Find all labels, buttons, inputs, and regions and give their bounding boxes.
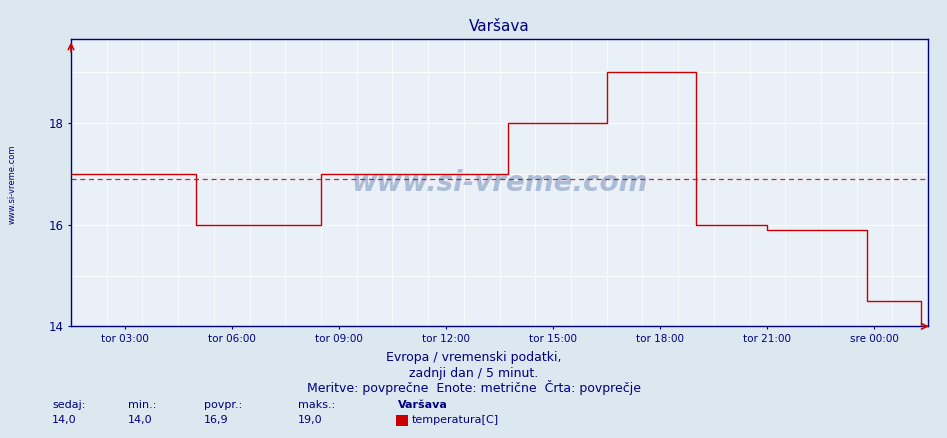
Text: Evropa / vremenski podatki,: Evropa / vremenski podatki, xyxy=(385,351,562,364)
Text: sedaj:: sedaj: xyxy=(52,400,85,410)
Text: maks.:: maks.: xyxy=(298,400,335,410)
Title: Varšava: Varšava xyxy=(469,19,530,34)
Text: 16,9: 16,9 xyxy=(204,415,228,425)
Text: 14,0: 14,0 xyxy=(52,415,77,425)
Text: povpr.:: povpr.: xyxy=(204,400,241,410)
Text: temperatura[C]: temperatura[C] xyxy=(412,415,499,425)
Text: Varšava: Varšava xyxy=(398,400,448,410)
Text: min.:: min.: xyxy=(128,400,156,410)
Text: zadnji dan / 5 minut.: zadnji dan / 5 minut. xyxy=(409,367,538,380)
Text: 19,0: 19,0 xyxy=(298,415,323,425)
Text: www.si-vreme.com: www.si-vreme.com xyxy=(351,169,648,197)
Text: 14,0: 14,0 xyxy=(128,415,152,425)
Text: www.si-vreme.com: www.si-vreme.com xyxy=(8,144,17,224)
Text: Meritve: povprečne  Enote: metrične  Črta: povprečje: Meritve: povprečne Enote: metrične Črta:… xyxy=(307,380,640,395)
